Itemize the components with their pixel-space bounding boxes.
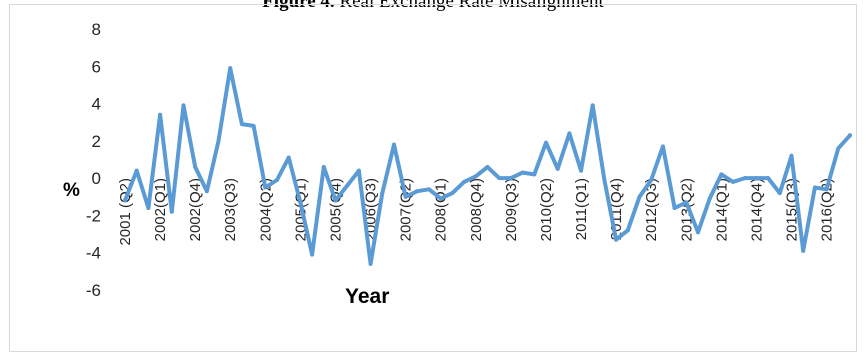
data-point xyxy=(169,209,174,214)
data-point xyxy=(695,230,700,235)
x-tick-label: 2003(Q3) xyxy=(222,178,239,241)
data-point xyxy=(508,176,513,181)
data-point xyxy=(403,194,408,199)
data-point xyxy=(228,66,233,71)
x-tick-label: 2001 (Q2) xyxy=(117,178,134,246)
data-point xyxy=(158,112,163,117)
y-tick-label: -6 xyxy=(86,281,101,300)
data-point xyxy=(614,237,619,242)
data-point xyxy=(345,183,350,188)
x-tick-label: 2008(Q1) xyxy=(433,178,450,241)
data-point xyxy=(567,131,572,136)
data-point xyxy=(824,187,829,192)
data-point xyxy=(380,191,385,196)
data-point xyxy=(836,146,841,151)
data-point xyxy=(450,191,455,196)
x-tick-label: 2012(Q3) xyxy=(643,178,660,241)
data-point xyxy=(602,178,607,183)
x-tick-label: 2004(Q2) xyxy=(257,178,274,241)
data-point xyxy=(579,168,584,173)
x-tick-label: 2002(Q4) xyxy=(187,178,204,241)
data-point xyxy=(555,166,560,171)
data-point xyxy=(204,189,209,194)
x-axis-ticks: 2001 (Q2) 2002(Q1) 2002(Q4) 2003(Q3) 2004(Q2… xyxy=(117,178,836,246)
x-tick-label: 2011(Q1) xyxy=(573,178,590,240)
data-point xyxy=(649,178,654,183)
chart-title-bold: Figure 4. xyxy=(262,0,335,12)
data-point xyxy=(181,103,186,108)
data-point xyxy=(543,140,548,145)
data-point xyxy=(777,191,782,196)
data-point xyxy=(275,178,280,183)
y-tick-label: 4 xyxy=(92,95,101,114)
x-tick-label: 2016(Q2) xyxy=(819,178,836,241)
data-point xyxy=(251,123,256,128)
data-point xyxy=(286,155,291,160)
data-point xyxy=(719,172,724,177)
data-point xyxy=(789,153,794,158)
data-point xyxy=(473,174,478,179)
x-tick-label: 2002(Q1) xyxy=(152,178,169,241)
data-point xyxy=(766,176,771,181)
data-point xyxy=(497,176,502,181)
data-point xyxy=(427,187,432,192)
data-point xyxy=(146,205,151,210)
data-point xyxy=(368,261,373,266)
data-point xyxy=(672,205,677,210)
data-point xyxy=(462,179,467,184)
y-axis-label: % xyxy=(63,180,80,201)
chart-title-text: Real Exchange Rate Misalignment xyxy=(334,0,604,12)
data-point xyxy=(134,168,139,173)
data-point xyxy=(625,228,630,233)
x-tick-label: 2007(Q2) xyxy=(398,178,415,241)
y-tick-label: -2 xyxy=(86,206,101,225)
data-point xyxy=(263,185,268,190)
x-tick-label: 2010(Q2) xyxy=(538,178,555,241)
data-point xyxy=(848,133,852,138)
chart-title: Figure 4. Real Exchange Rate Misalignmen… xyxy=(0,0,866,13)
data-point xyxy=(590,103,595,108)
y-tick-label: 0 xyxy=(92,169,101,188)
data-point xyxy=(438,196,443,201)
data-point xyxy=(660,144,665,149)
data-point xyxy=(532,172,537,177)
x-tick-label: 2014(Q4) xyxy=(748,178,765,241)
data-point xyxy=(812,185,817,190)
data-point xyxy=(321,164,326,169)
data-point xyxy=(754,176,759,181)
data-point xyxy=(391,142,396,147)
data-point xyxy=(193,164,198,169)
data-point xyxy=(520,170,525,175)
data-point xyxy=(801,248,806,253)
data-point xyxy=(731,179,736,184)
data-point xyxy=(216,138,221,143)
x-axis-label: Year xyxy=(345,285,389,308)
data-point xyxy=(310,252,315,257)
y-tick-label: -4 xyxy=(86,244,101,263)
y-tick-label: 8 xyxy=(92,20,101,39)
x-tick-label: 2008(Q4) xyxy=(468,178,485,241)
data-point xyxy=(684,200,689,205)
chart-border xyxy=(9,4,857,352)
data-point xyxy=(415,189,420,194)
data-point xyxy=(298,200,303,205)
x-tick-label: 2009(Q3) xyxy=(503,178,520,241)
data-point xyxy=(239,122,244,127)
y-tick-label: 2 xyxy=(92,132,101,151)
x-tick-label: 2014(Q1) xyxy=(713,178,730,241)
data-point xyxy=(707,196,712,201)
data-point xyxy=(637,194,642,199)
data-points xyxy=(123,66,852,266)
x-tick-label: 2013(Q2) xyxy=(678,178,695,241)
data-point xyxy=(123,198,127,203)
data-point xyxy=(485,164,490,169)
data-point xyxy=(742,176,747,181)
data-point xyxy=(333,198,338,203)
data-point xyxy=(356,168,361,173)
y-tick-label: 6 xyxy=(92,57,101,76)
y-axis-ticks: 8 6 4 2 0 -2 -4 -6 xyxy=(86,20,101,300)
